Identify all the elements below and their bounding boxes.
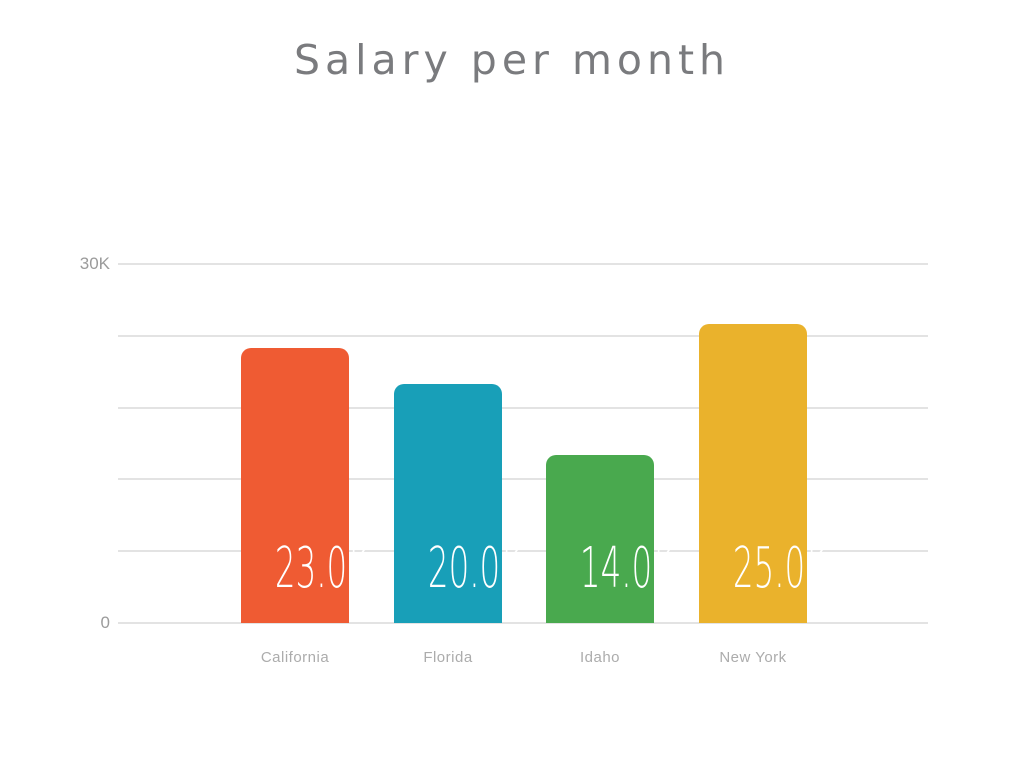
bar-california: 23.0K bbox=[241, 347, 369, 623]
x-axis-label-california: California bbox=[260, 649, 330, 666]
bar-value-text: 20.0K bbox=[427, 535, 522, 601]
bar-florida: 20.0K bbox=[394, 383, 522, 623]
bar-value-text: 14.0K bbox=[579, 535, 674, 601]
bar-value-text: 23.0K bbox=[274, 535, 369, 601]
x-axis-label-new-york: New York bbox=[719, 649, 787, 666]
bar-idaho: 14.0K bbox=[546, 455, 674, 623]
bar-new-york: 25.0K bbox=[699, 323, 827, 623]
gridline bbox=[118, 406, 928, 409]
x-axis-label-idaho: Idaho bbox=[579, 649, 621, 666]
bar-value-label: 14.0K bbox=[546, 540, 674, 597]
bar-value-label: 25.0K bbox=[699, 540, 827, 597]
gridline bbox=[118, 622, 928, 624]
chart-title: Salary per month bbox=[293, 36, 731, 84]
y-tick-label: 0 bbox=[100, 613, 110, 632]
bar-value-text: 25.0K bbox=[732, 535, 827, 601]
y-tick-label: 30K bbox=[79, 254, 110, 273]
gridline bbox=[118, 550, 928, 553]
gridline bbox=[118, 334, 928, 337]
gridline bbox=[118, 478, 928, 481]
gridline bbox=[118, 263, 928, 265]
bar-value-label: 23.0K bbox=[241, 540, 369, 597]
bar-value-label: 20.0K bbox=[394, 540, 522, 597]
x-axis-label-florida: Florida bbox=[423, 649, 473, 666]
